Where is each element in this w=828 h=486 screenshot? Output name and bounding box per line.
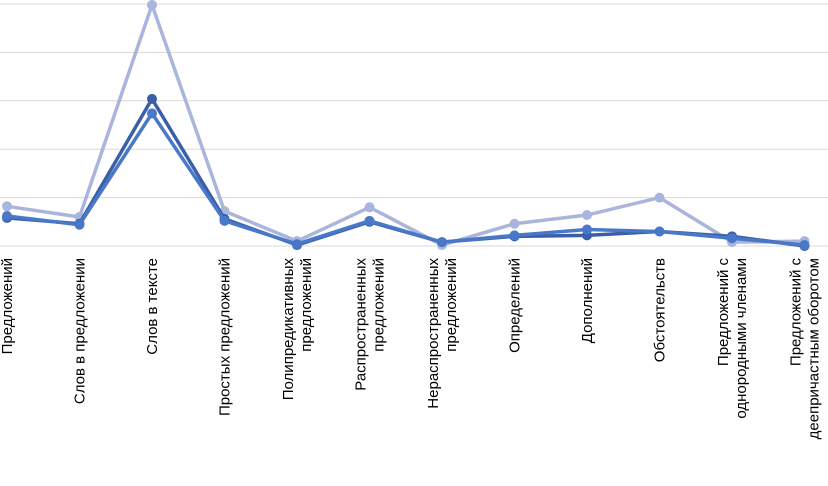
point	[582, 210, 592, 221]
point	[364, 202, 375, 213]
point	[654, 226, 665, 237]
point	[654, 192, 665, 203]
point	[799, 240, 810, 251]
x-tick-label: Распространенныхпредложений	[353, 258, 388, 391]
point	[219, 215, 230, 226]
x-tick-label: Нераспространенныхпредложений	[425, 258, 460, 409]
point	[2, 201, 12, 212]
point	[147, 108, 157, 119]
x-tick-label: Предложений соднородными членами	[715, 258, 750, 419]
x-tick-label: Обстоятельств	[652, 258, 669, 362]
point	[509, 218, 520, 229]
series-line	[6, 111, 805, 247]
point	[74, 219, 85, 230]
series-line	[6, 3, 805, 247]
x-tick-label: Полипредикативныхпредложений	[280, 258, 315, 401]
point	[147, 0, 157, 10]
x-tick-label: Определений	[507, 258, 524, 353]
point	[582, 224, 592, 235]
point	[509, 230, 520, 241]
point	[437, 237, 447, 248]
x-tick-label: Дополнений	[579, 258, 596, 343]
series-line	[6, 97, 805, 248]
point	[292, 239, 302, 250]
point	[727, 233, 737, 244]
point	[147, 93, 157, 104]
point	[2, 210, 12, 221]
x-tick-label: Слов в тексте	[144, 258, 161, 355]
point	[364, 215, 375, 226]
x-tick-label: Простых предложений	[217, 258, 234, 416]
x-tick-label: Слов в предложении	[72, 258, 89, 404]
x-tick-label: Предложений сдеепричастным оборотом	[788, 258, 823, 440]
x-tick-label: Предложений	[0, 258, 16, 354]
